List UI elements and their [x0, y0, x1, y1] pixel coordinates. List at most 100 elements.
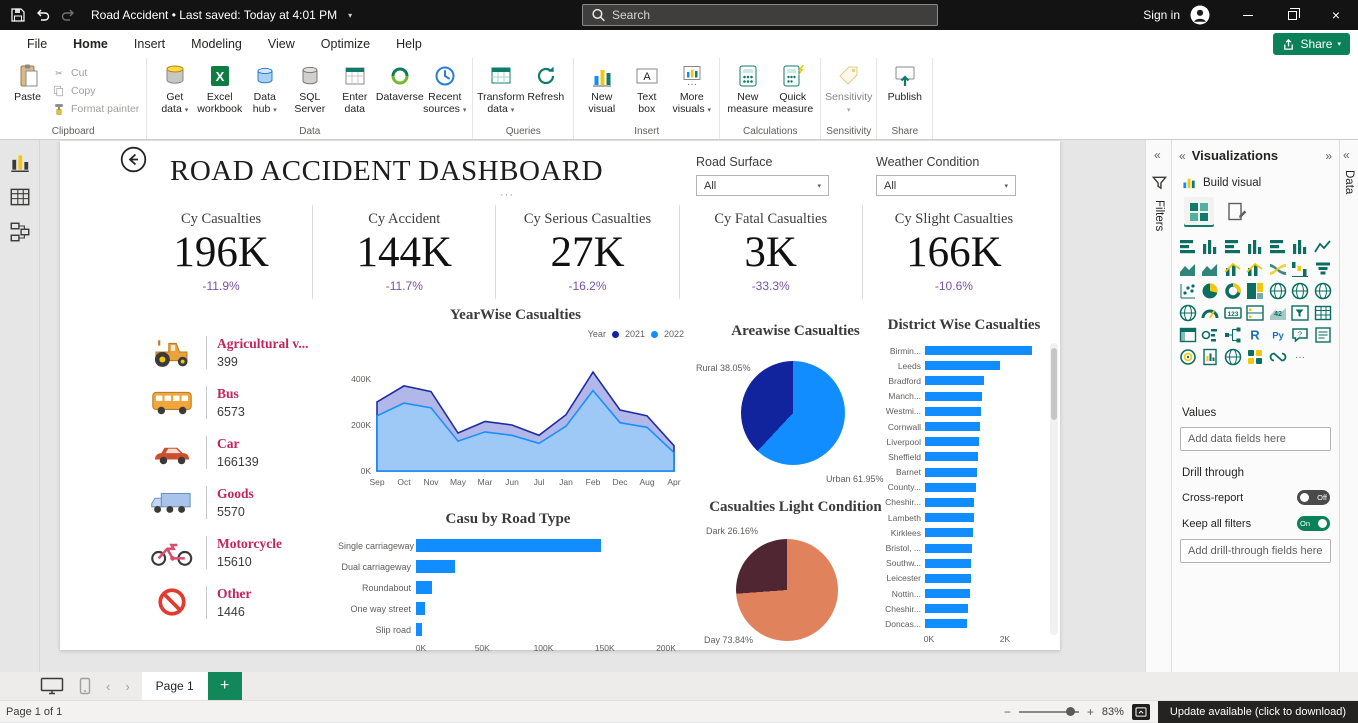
filters-pane-label[interactable]: Filters: [1153, 200, 1165, 232]
smart-narrative-icon[interactable]: [1313, 325, 1333, 345]
ribbon-button-cut[interactable]: ✂ Cut: [52, 66, 139, 80]
menu-item-optimize[interactable]: Optimize: [320, 37, 371, 51]
r-script-visual-icon[interactable]: R: [1245, 325, 1265, 345]
ribbon-button-format-painter[interactable]: Format painter: [52, 102, 139, 116]
vehicle-item-agricultural-v[interactable]: Agricultural v... 399: [148, 327, 333, 377]
menu-item-insert[interactable]: Insert: [133, 37, 166, 51]
weather-condition-dropdown[interactable]: All ▾: [876, 175, 1016, 196]
pie-chart-icon[interactable]: [1200, 281, 1220, 301]
vehicle-item-other[interactable]: Other 1446: [148, 577, 333, 627]
100-stacked-column-chart-icon[interactable]: [1290, 237, 1310, 257]
mobile-view-icon[interactable]: [79, 677, 91, 695]
power-automate-icon[interactable]: [1268, 347, 1288, 367]
clustered-column-chart-icon[interactable]: [1245, 237, 1265, 257]
ribbon-button-dataverse[interactable]: Dataverse: [376, 60, 424, 124]
python-visual-icon[interactable]: Py: [1268, 325, 1288, 345]
district-bar[interactable]: [925, 361, 1001, 371]
collapse-pane-icon[interactable]: «: [1179, 148, 1186, 163]
gauge-icon[interactable]: [1200, 303, 1220, 323]
roadtype-bar[interactable]: [416, 539, 601, 552]
model-view-icon[interactable]: [8, 220, 32, 244]
road-surface-dropdown[interactable]: All ▾: [696, 175, 829, 196]
expand-pane-icon[interactable]: »: [1325, 148, 1332, 163]
ribbon-button-new-measure[interactable]: New measure: [725, 60, 770, 124]
ribbon-button-more-visuals[interactable]: ··· More visuals ▾: [669, 60, 714, 124]
roadtype-bar[interactable]: [416, 560, 456, 573]
values-field-well[interactable]: Add data fields here: [1180, 427, 1331, 451]
100-stacked-bar-chart-icon[interactable]: [1268, 237, 1288, 257]
scrollbar-thumb[interactable]: [1051, 348, 1057, 420]
ribbon-button-sql-server[interactable]: SQL Server: [287, 60, 332, 124]
paginated-report-icon[interactable]: [1200, 347, 1220, 367]
desktop-view-icon[interactable]: [40, 677, 64, 695]
ribbon-chart-icon[interactable]: [1268, 259, 1288, 279]
azure-map-icon[interactable]: [1178, 303, 1198, 323]
district-wise-casualties-chart[interactable]: District Wise Casualties Birmin... Leeds B…: [868, 317, 1060, 650]
waterfall-chart-icon[interactable]: [1290, 259, 1310, 279]
ribbon-button-get-data[interactable]: Get data ▾: [152, 60, 197, 124]
line-and-clustered-column-chart-icon[interactable]: [1245, 259, 1265, 279]
ribbon-button-transform-data[interactable]: Transform data ▾: [477, 60, 525, 124]
ribbon-button-copy[interactable]: Copy: [52, 84, 139, 98]
restore-button[interactable]: [1270, 0, 1314, 30]
table-view-icon[interactable]: [8, 185, 32, 209]
district-bar[interactable]: [925, 406, 981, 416]
matrix-icon[interactable]: [1178, 325, 1198, 345]
stacked-column-chart-icon[interactable]: [1200, 237, 1220, 257]
slicer-icon[interactable]: [1290, 303, 1310, 323]
card-icon[interactable]: 123: [1223, 303, 1243, 323]
table-icon[interactable]: [1313, 303, 1333, 323]
scatter-chart-icon[interactable]: [1178, 281, 1198, 301]
minimize-button[interactable]: [1226, 0, 1270, 30]
district-bar[interactable]: [925, 452, 979, 462]
kpi-card-cy-fatal-casualties[interactable]: Cy Fatal Casualties 3K -33.3%: [678, 205, 862, 299]
kpi-card-cy-casualties[interactable]: Cy Casualties 196K -11.9%: [130, 205, 312, 299]
undo-icon[interactable]: [35, 7, 51, 23]
funnel-icon[interactable]: [1151, 174, 1168, 191]
roadtype-bar[interactable]: [416, 602, 425, 615]
district-bar[interactable]: [925, 497, 975, 507]
report-view-icon[interactable]: [8, 150, 32, 174]
treemap-icon[interactable]: [1245, 281, 1265, 301]
zoom-slider-thumb[interactable]: [1065, 707, 1075, 716]
district-bar[interactable]: [925, 558, 972, 568]
vehicle-item-bus[interactable]: Bus 6573: [148, 377, 333, 427]
ribbon-button-excel-workbook[interactable]: X Excel workbook: [197, 60, 242, 124]
donut-chart-icon[interactable]: [1223, 281, 1243, 301]
ribbon-button-paste[interactable]: Paste: [5, 60, 50, 124]
roadtype-bar[interactable]: [416, 623, 423, 636]
data-pane-label[interactable]: Data: [1343, 170, 1355, 195]
pie[interactable]: [736, 539, 838, 641]
district-scrollbar[interactable]: [1050, 343, 1058, 635]
road-type-bar-chart[interactable]: Casu by Road Type Single carriageway Dual…: [338, 511, 678, 653]
ribbon-button-quick-measure[interactable]: Quick measure: [770, 60, 815, 124]
areawise-casualties-pie-chart[interactable]: Areawise Casualties Rural 38.05% Urban 6…: [688, 323, 903, 495]
ribbon-button-text-box[interactable]: A Text box: [624, 60, 669, 124]
kpi-icon[interactable]: 42: [1268, 303, 1288, 323]
light-condition-pie-chart[interactable]: Casualties Light Condition Dark 26.16% D…: [688, 499, 903, 650]
district-bar[interactable]: [925, 482, 976, 492]
fit-to-page-icon[interactable]: [1131, 703, 1150, 720]
vehicle-item-goods[interactable]: Goods 5570: [148, 477, 333, 527]
map-icon[interactable]: [1268, 281, 1288, 301]
district-bar[interactable]: [925, 422, 981, 432]
zoom-out-icon[interactable]: −: [1003, 704, 1011, 719]
cross-report-toggle[interactable]: Off: [1297, 490, 1330, 505]
add-page-button[interactable]: +: [207, 672, 242, 700]
filled-map-icon[interactable]: [1290, 281, 1310, 301]
district-bar[interactable]: [925, 619, 967, 629]
area-chart-icon[interactable]: [1178, 259, 1198, 279]
menu-item-file[interactable]: File: [27, 37, 48, 51]
page-prev-icon[interactable]: ‹: [106, 678, 111, 694]
district-bar[interactable]: [925, 391, 982, 401]
funnel-chart-icon[interactable]: [1313, 259, 1333, 279]
ribbon-button-new-visual[interactable]: New visual: [579, 60, 624, 124]
more-visuals-ellipsis-icon[interactable]: ···: [1290, 347, 1310, 367]
zoom-level[interactable]: 83%: [1101, 705, 1124, 718]
kpi-card-cy-serious-casualties[interactable]: Cy Serious Casualties 27K -16.2%: [495, 205, 678, 299]
drill-through-field-well[interactable]: Add drill-through fields here: [1180, 539, 1331, 563]
search-box[interactable]: [582, 4, 938, 26]
sign-in-button[interactable]: Sign in: [1143, 8, 1180, 22]
area-chart-plot[interactable]: 0K 200K 400K Sep Oct Nov May Mar Jun Jul Jan Feb Dec…: [343, 347, 688, 505]
legend-item-2021[interactable]: 2021: [624, 329, 645, 339]
